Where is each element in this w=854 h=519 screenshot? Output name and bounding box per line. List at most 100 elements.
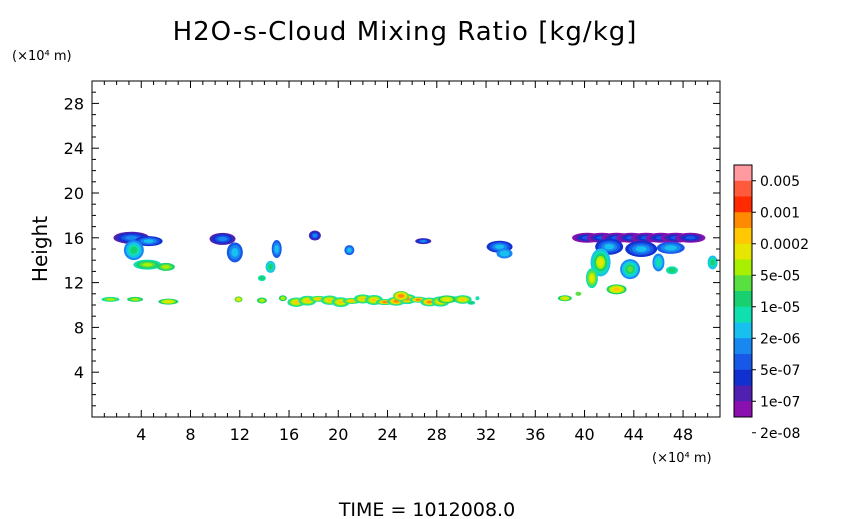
y-axis: 4 8 12 16 20 24 28 (64, 91, 720, 407)
cloud-cell (442, 297, 451, 302)
colorbar-swatch (734, 228, 752, 245)
colorbar-label: 2e-06 (760, 331, 800, 347)
y-tick-label: 4 (74, 363, 84, 382)
cloud-cell (393, 299, 399, 303)
x-tick-label: 44 (624, 425, 644, 444)
cloud-cell (293, 300, 299, 304)
x-tick-label: 36 (525, 425, 545, 444)
colorbar-swatch (734, 401, 752, 418)
cloud-cell (142, 262, 153, 267)
cloud-cell (710, 259, 715, 266)
colorbar-label: 0.001 (760, 205, 800, 221)
cloud-cell (161, 265, 170, 269)
cloud-cell (231, 247, 239, 257)
cloud-cell (460, 298, 466, 301)
cloud-cell (312, 233, 317, 238)
x-tick-label: 8 (185, 425, 195, 444)
footer-time: TIME = 1012008.0 (338, 499, 515, 519)
cloud-cell (561, 296, 568, 300)
cloud-cell (655, 258, 662, 267)
colorbar-swatch (734, 306, 752, 323)
colorbar-swatch (734, 165, 752, 182)
colorbar-swatch (734, 369, 752, 386)
x-tick-label: 28 (427, 425, 447, 444)
colorbar-swatch (734, 196, 752, 213)
colorbar-swatch (734, 212, 752, 229)
cloud-cell (218, 236, 228, 242)
cloud-cell (360, 297, 366, 301)
y-tick-label: 24 (64, 139, 84, 158)
colorbar-swatch (734, 385, 752, 402)
x-axis-unit: (×10⁴ m) (652, 451, 712, 466)
cloud-cell (268, 264, 273, 270)
colorbar-swatch (734, 354, 752, 371)
colorbar-label: 5e-07 (760, 363, 800, 379)
cloud-cell (338, 300, 344, 304)
x-tick-label: 24 (377, 425, 397, 444)
cloud-cell (604, 243, 615, 250)
cloud-cell (236, 297, 241, 302)
cloud-cell (106, 298, 115, 301)
cloud-cell (274, 245, 279, 253)
colorbar-swatch (734, 291, 752, 308)
cloud-cell (163, 300, 173, 303)
cloud-field (101, 230, 718, 308)
cloud-cell (347, 247, 352, 253)
cloud-cell (415, 298, 421, 301)
cloud-cell (635, 246, 647, 252)
x-axis: 4 8 12 16 20 24 28 32 36 40 44 48 (103, 81, 709, 444)
colorbar-swatch (734, 322, 752, 339)
x-tick-label: 32 (476, 425, 496, 444)
cloud-cell (589, 274, 595, 282)
cloud-cell (627, 266, 633, 273)
colorbar-swatch (734, 275, 752, 292)
colorbar-label: 0.005 (760, 174, 800, 190)
colorbar-swatch (734, 180, 752, 197)
y-axis-unit: (×10⁴ m) (12, 49, 72, 64)
colorbar-swatch (734, 259, 752, 276)
colorbar-label: 5e-05 (760, 268, 800, 284)
cloud-cell (495, 244, 505, 249)
cloud-cell (398, 294, 404, 298)
colorbar: 0.005 0.001 0.0002 5e-05 1e-05 2e-06 5e-07 1e-0… (733, 164, 809, 442)
x-tick-label: 48 (673, 425, 693, 444)
cloud-cell (685, 236, 696, 240)
cloud-cell (125, 235, 138, 240)
colorbar-label: 2e-08 (760, 426, 800, 442)
y-tick-label: 16 (64, 229, 84, 248)
cloud-cell (258, 298, 266, 303)
cloud-cell (426, 300, 432, 304)
cloud-cell (371, 298, 377, 302)
cloud-cell (349, 299, 355, 303)
x-tick-label: 40 (574, 425, 594, 444)
cloud-cell (382, 300, 388, 304)
cloud-cell (280, 296, 286, 301)
x-tick-label: 4 (136, 425, 146, 444)
cloud-cell (143, 239, 154, 243)
cloud-cell (664, 245, 677, 251)
cloud-cell (597, 258, 604, 267)
y-tick-label: 28 (64, 94, 84, 113)
x-tick-label: 20 (328, 425, 348, 444)
cloud-cell (668, 267, 676, 273)
cloud-cell (475, 296, 480, 301)
cloud-cell (420, 239, 427, 243)
cloud-cell (130, 246, 138, 254)
chart-title: H2O-s-Cloud Mixing Ratio [kg/kg] (173, 17, 638, 47)
cloud-cell (131, 298, 139, 301)
y-tick-label: 20 (64, 184, 84, 203)
cloud-cell (316, 297, 322, 301)
x-tick-label: 16 (279, 425, 299, 444)
cloud-cell (259, 276, 265, 280)
cloud-cell (304, 299, 311, 303)
cloud-cell (575, 291, 582, 296)
cloud-cell (468, 301, 474, 304)
cloud-cell (613, 287, 621, 292)
y-axis-label: Height (28, 216, 52, 282)
colorbar-label: 1e-07 (760, 394, 800, 410)
colorbar-swatch (734, 243, 752, 260)
cloud-cell (499, 250, 510, 257)
colorbar-swatch (734, 338, 752, 355)
colorbar-label: 1e-05 (760, 300, 800, 316)
